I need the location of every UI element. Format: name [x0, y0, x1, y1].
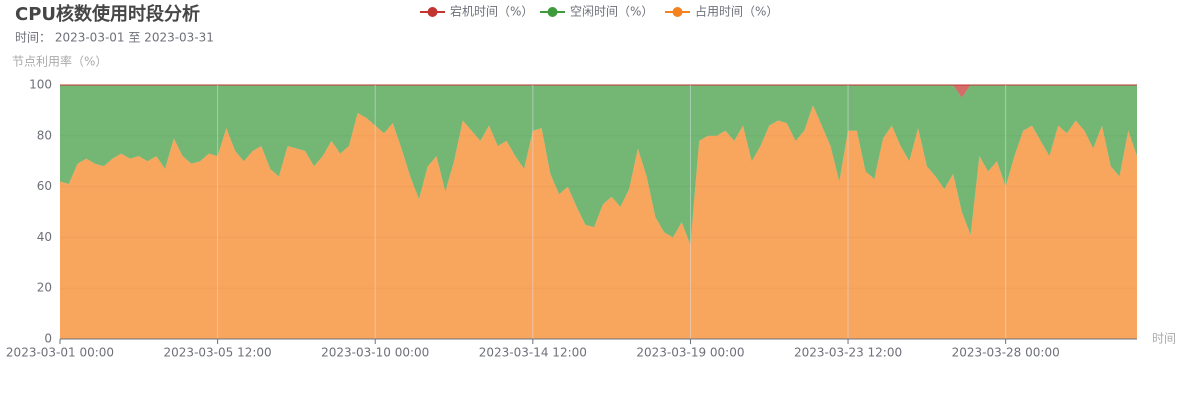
- y-tick-label: 40: [37, 230, 52, 244]
- x-tick-label: 2023-03-28 00:00: [952, 346, 1060, 360]
- legend-item: 占用时间（%）: [665, 4, 778, 19]
- y-tick-label: 0: [44, 332, 52, 346]
- legend-label: 占用时间（%）: [695, 4, 778, 19]
- area: [60, 85, 1137, 246]
- y-tick-label: 100: [29, 78, 52, 92]
- areas: [60, 84, 1137, 339]
- x-axis-label: 时间: [1152, 332, 1176, 346]
- legend-marker: [672, 7, 683, 17]
- chart-subtitle: 时间： 2023-03-01 至 2023-03-31: [15, 31, 214, 45]
- legend-item: 空闲时间（%）: [540, 5, 653, 19]
- y-tick-label: 80: [37, 128, 52, 142]
- x-tick-label: 2023-03-23 12:00: [794, 346, 902, 360]
- chart-title: CPU核数使用时段分析: [15, 3, 200, 25]
- legend-marker: [427, 7, 438, 17]
- area: [60, 105, 1137, 339]
- y-axis-label: 节点利用率（%）: [12, 54, 107, 69]
- legend-marker: [547, 7, 558, 17]
- legend-item: 宕机时间（%）: [420, 4, 533, 19]
- legend-label: 宕机时间（%）: [450, 4, 533, 19]
- legend-label: 空闲时间（%）: [570, 5, 653, 19]
- y-tick-label: 20: [37, 281, 52, 295]
- x-tick-label: 2023-03-05 12:00: [164, 346, 272, 360]
- x-tick-label: 2023-03-14 12:00: [479, 346, 587, 360]
- x-tick-label: 2023-03-19 00:00: [636, 346, 744, 360]
- y-tick-label: 60: [37, 179, 52, 193]
- x-tick-label: 2023-03-10 00:00: [321, 346, 429, 360]
- x-tick-label: 2023-03-01 00:00: [6, 346, 114, 360]
